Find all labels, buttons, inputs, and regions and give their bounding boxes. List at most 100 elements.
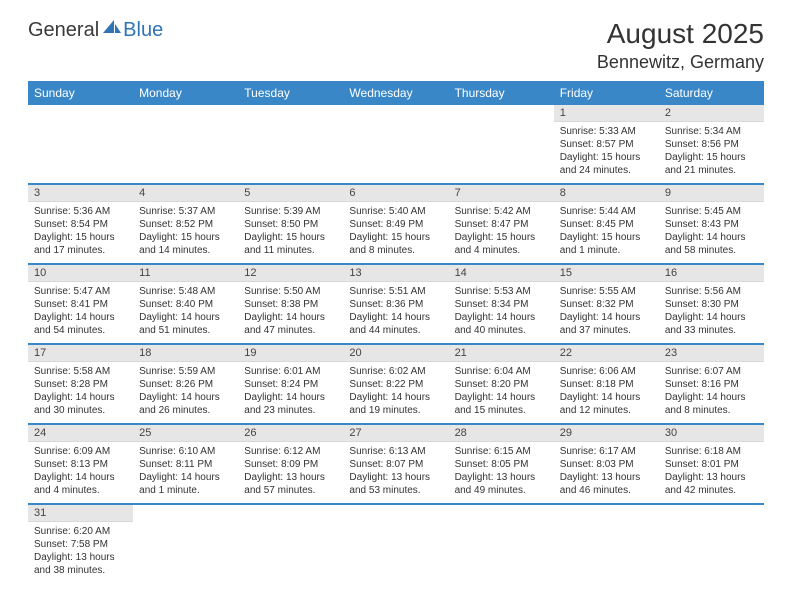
day-details: Sunrise: 6:17 AMSunset: 8:03 PMDaylight:…	[554, 442, 659, 501]
day-details: Sunrise: 5:42 AMSunset: 8:47 PMDaylight:…	[449, 202, 554, 261]
sunrise-text: Sunrise: 5:51 AM	[349, 285, 442, 298]
sunrise-text: Sunrise: 6:15 AM	[455, 445, 548, 458]
day-cell: 11Sunrise: 5:48 AMSunset: 8:40 PMDayligh…	[133, 265, 238, 343]
daylight-text: Daylight: 14 hours and 44 minutes.	[349, 311, 442, 337]
day-number: 20	[343, 345, 448, 362]
day-details: Sunrise: 6:10 AMSunset: 8:11 PMDaylight:…	[133, 442, 238, 501]
day-cell: 17Sunrise: 5:58 AMSunset: 8:28 PMDayligh…	[28, 345, 133, 423]
daylight-text: Daylight: 14 hours and 8 minutes.	[665, 391, 758, 417]
sunrise-text: Sunrise: 6:06 AM	[560, 365, 653, 378]
sunset-text: Sunset: 8:43 PM	[665, 218, 758, 231]
day-cell: 10Sunrise: 5:47 AMSunset: 8:41 PMDayligh…	[28, 265, 133, 343]
day-number: 7	[449, 185, 554, 202]
day-cell	[343, 105, 448, 183]
sunset-text: Sunset: 8:01 PM	[665, 458, 758, 471]
sunrise-text: Sunrise: 5:55 AM	[560, 285, 653, 298]
day-number: 11	[133, 265, 238, 282]
day-number: 22	[554, 345, 659, 362]
day-cell: 28Sunrise: 6:15 AMSunset: 8:05 PMDayligh…	[449, 425, 554, 503]
sunrise-text: Sunrise: 6:10 AM	[139, 445, 232, 458]
sunrise-text: Sunrise: 5:40 AM	[349, 205, 442, 218]
sunrise-text: Sunrise: 6:09 AM	[34, 445, 127, 458]
sunrise-text: Sunrise: 5:50 AM	[244, 285, 337, 298]
weekday-label: Friday	[554, 81, 659, 105]
day-cell: 14Sunrise: 5:53 AMSunset: 8:34 PMDayligh…	[449, 265, 554, 343]
day-details: Sunrise: 5:47 AMSunset: 8:41 PMDaylight:…	[28, 282, 133, 341]
day-cell: 13 Sunrise: 5:51 AMSunset: 8:36 PMDayligh…	[343, 265, 448, 343]
sunrise-text: Sunrise: 5:36 AM	[34, 205, 127, 218]
sunset-text: Sunset: 8:07 PM	[349, 458, 442, 471]
day-cell	[133, 105, 238, 183]
day-cell: 25Sunrise: 6:10 AMSunset: 8:11 PMDayligh…	[133, 425, 238, 503]
sunrise-text: Sunrise: 6:20 AM	[34, 525, 127, 538]
day-cell: 16Sunrise: 5:56 AMSunset: 8:30 PMDayligh…	[659, 265, 764, 343]
day-cell: 26Sunrise: 6:12 AMSunset: 8:09 PMDayligh…	[238, 425, 343, 503]
daylight-text: Daylight: 15 hours and 11 minutes.	[244, 231, 337, 257]
week-row: 17Sunrise: 5:58 AMSunset: 8:28 PMDayligh…	[28, 345, 764, 425]
weekday-label: Monday	[133, 81, 238, 105]
daylight-text: Daylight: 14 hours and 51 minutes.	[139, 311, 232, 337]
day-cell: 6Sunrise: 5:40 AMSunset: 8:49 PMDaylight…	[343, 185, 448, 263]
sunset-text: Sunset: 8:57 PM	[560, 138, 653, 151]
day-number: 4	[133, 185, 238, 202]
day-cell: 7Sunrise: 5:42 AMSunset: 8:47 PMDaylight…	[449, 185, 554, 263]
sunset-text: Sunset: 8:11 PM	[139, 458, 232, 471]
day-cell	[238, 105, 343, 183]
day-cell: 9Sunrise: 5:45 AMSunset: 8:43 PMDaylight…	[659, 185, 764, 263]
day-number: 9	[659, 185, 764, 202]
day-number: 24	[28, 425, 133, 442]
daylight-text: Daylight: 15 hours and 14 minutes.	[139, 231, 232, 257]
day-cell: 20Sunrise: 6:02 AMSunset: 8:22 PMDayligh…	[343, 345, 448, 423]
sunrise-text: Sunrise: 6:07 AM	[665, 365, 758, 378]
day-details: Sunrise: 5:40 AMSunset: 8:49 PMDaylight:…	[343, 202, 448, 261]
day-number: 13	[343, 265, 448, 282]
day-number: 21	[449, 345, 554, 362]
daylight-text: Daylight: 13 hours and 53 minutes.	[349, 471, 442, 497]
sunset-text: Sunset: 8:20 PM	[455, 378, 548, 391]
day-number: 25	[133, 425, 238, 442]
sunset-text: Sunset: 8:52 PM	[139, 218, 232, 231]
day-number: 10	[28, 265, 133, 282]
daylight-text: Daylight: 14 hours and 1 minute.	[139, 471, 232, 497]
day-details: Sunrise: 5:33 AMSunset: 8:57 PMDaylight:…	[554, 122, 659, 181]
day-number: 23	[659, 345, 764, 362]
day-cell	[343, 505, 448, 583]
day-details: Sunrise: 6:07 AMSunset: 8:16 PMDaylight:…	[659, 362, 764, 421]
sunset-text: Sunset: 8:13 PM	[34, 458, 127, 471]
day-details: Sunrise: 5:37 AMSunset: 8:52 PMDaylight:…	[133, 202, 238, 261]
day-details: Sunrise: 5:50 AMSunset: 8:38 PMDaylight:…	[238, 282, 343, 341]
sunrise-text: Sunrise: 5:42 AM	[455, 205, 548, 218]
day-number: 27	[343, 425, 448, 442]
sunrise-text: Sunrise: 5:34 AM	[665, 125, 758, 138]
sail-icon	[101, 18, 123, 42]
day-details: Sunrise: 6:09 AMSunset: 8:13 PMDaylight:…	[28, 442, 133, 501]
sunset-text: Sunset: 7:58 PM	[34, 538, 127, 551]
day-cell: 12Sunrise: 5:50 AMSunset: 8:38 PMDayligh…	[238, 265, 343, 343]
day-cell	[238, 505, 343, 583]
daylight-text: Daylight: 14 hours and 30 minutes.	[34, 391, 127, 417]
daylight-text: Daylight: 13 hours and 42 minutes.	[665, 471, 758, 497]
sunset-text: Sunset: 8:47 PM	[455, 218, 548, 231]
sunset-text: Sunset: 8:16 PM	[665, 378, 758, 391]
daylight-text: Daylight: 13 hours and 38 minutes.	[34, 551, 127, 577]
day-details: Sunrise: 5:58 AMSunset: 8:28 PMDaylight:…	[28, 362, 133, 421]
day-number: 16	[659, 265, 764, 282]
day-cell: 8Sunrise: 5:44 AMSunset: 8:45 PMDaylight…	[554, 185, 659, 263]
day-number: 1	[554, 105, 659, 122]
brand-logo: General Blue	[28, 18, 163, 42]
day-cell: 27Sunrise: 6:13 AMSunset: 8:07 PMDayligh…	[343, 425, 448, 503]
weekday-label: Tuesday	[238, 81, 343, 105]
day-cell: 21Sunrise: 6:04 AMSunset: 8:20 PMDayligh…	[449, 345, 554, 423]
day-cell: 5Sunrise: 5:39 AMSunset: 8:50 PMDaylight…	[238, 185, 343, 263]
day-cell: 1Sunrise: 5:33 AMSunset: 8:57 PMDaylight…	[554, 105, 659, 183]
day-cell: 24Sunrise: 6:09 AMSunset: 8:13 PMDayligh…	[28, 425, 133, 503]
daylight-text: Daylight: 15 hours and 1 minute.	[560, 231, 653, 257]
daylight-text: Daylight: 14 hours and 33 minutes.	[665, 311, 758, 337]
sunset-text: Sunset: 8:36 PM	[349, 298, 442, 311]
day-number: 2	[659, 105, 764, 122]
location-label: Bennewitz, Germany	[597, 52, 764, 73]
sunset-text: Sunset: 8:34 PM	[455, 298, 548, 311]
sunset-text: Sunset: 8:45 PM	[560, 218, 653, 231]
sunrise-text: Sunrise: 5:56 AM	[665, 285, 758, 298]
day-cell: 18Sunrise: 5:59 AMSunset: 8:26 PMDayligh…	[133, 345, 238, 423]
